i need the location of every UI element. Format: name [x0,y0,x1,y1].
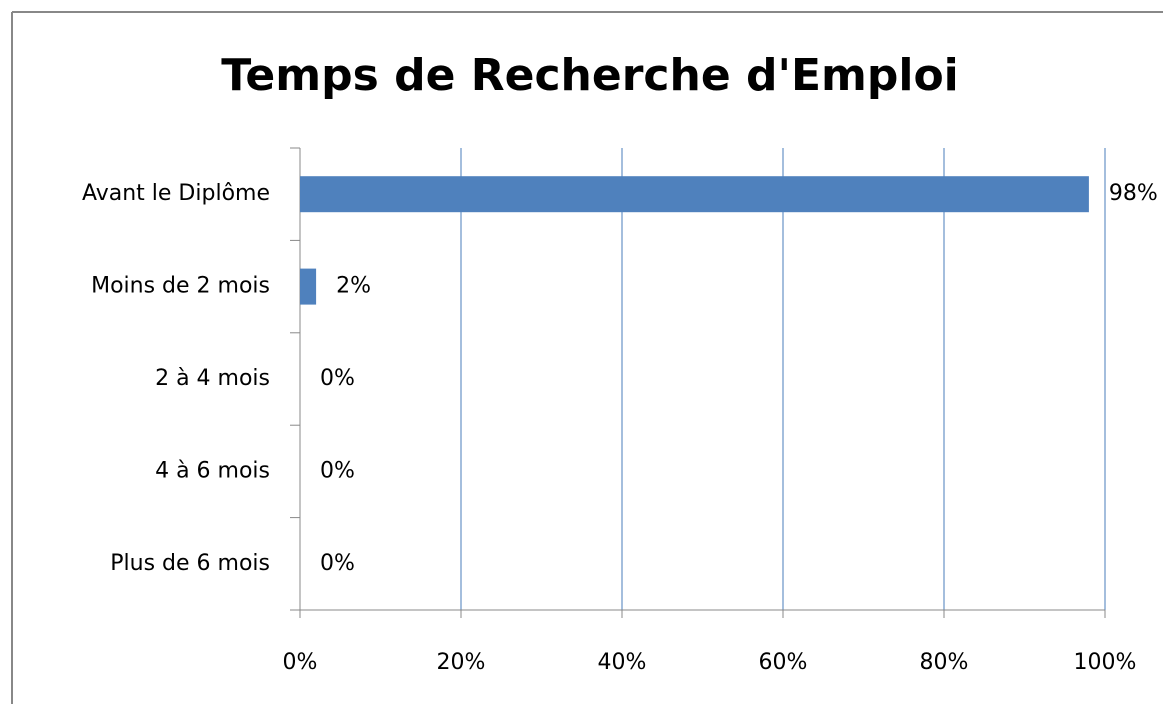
x-tick-label: 40% [598,650,647,675]
chart-title: Temps de Recherche d'Emploi [221,50,959,101]
value-label: 0% [320,551,355,576]
y-tick-label: Avant le Diplôme [82,181,270,206]
bar [300,268,317,305]
value-label: 98% [1109,181,1158,206]
value-label: 2% [336,274,371,299]
y-tick-label: Plus de 6 mois [110,551,270,576]
x-tick-label: 60% [759,650,808,675]
bar [300,176,1089,213]
y-tick-label: Moins de 2 mois [91,274,270,299]
y-tick-label: 2 à 4 mois [155,366,270,391]
x-tick-label: 20% [437,650,486,675]
x-tick-label: 80% [920,650,969,675]
value-label: 0% [320,366,355,391]
y-tick-label: 4 à 6 mois [155,458,270,483]
x-tick-label: 0% [283,650,318,675]
value-label: 0% [320,458,355,483]
x-tick-label: 100% [1074,650,1137,675]
